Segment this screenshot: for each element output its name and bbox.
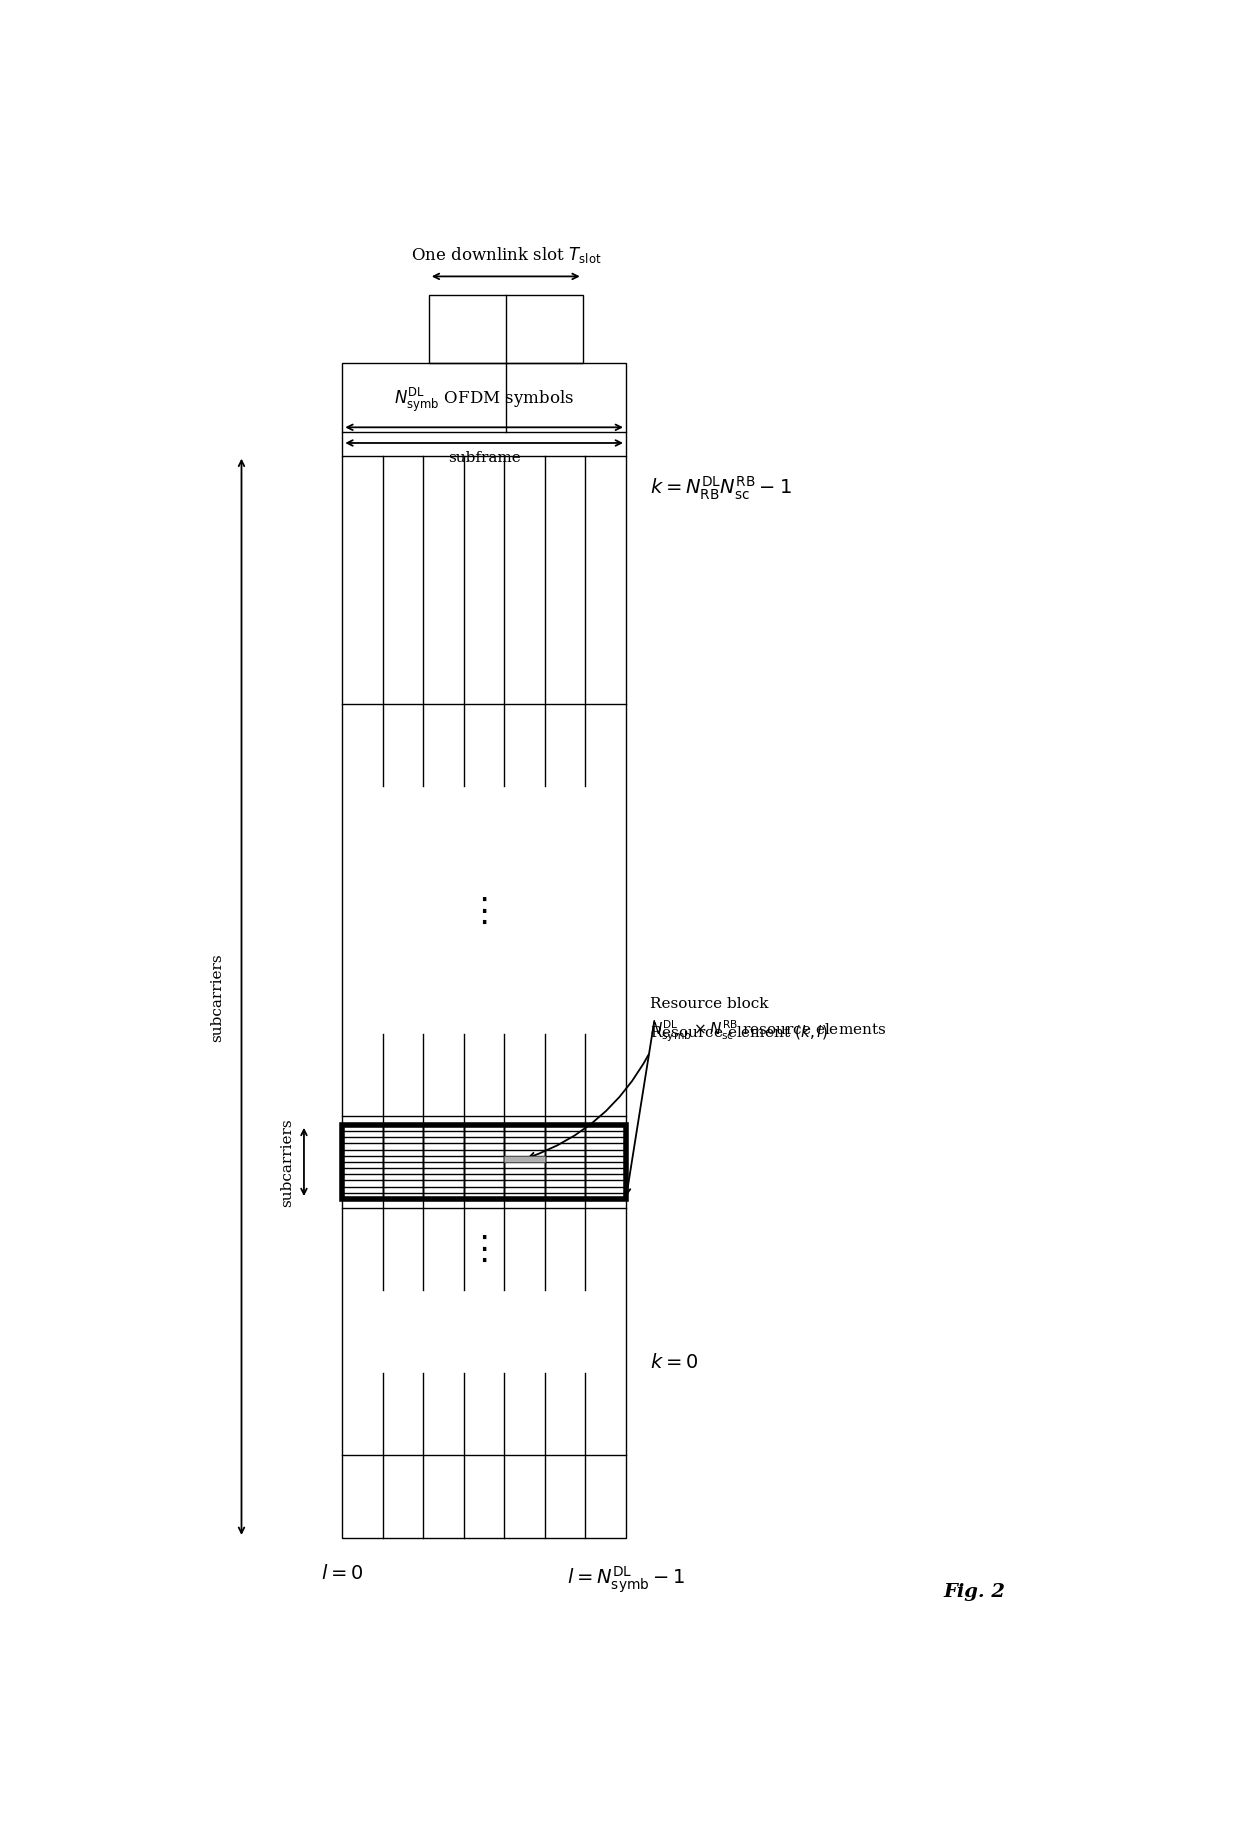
Text: One downlink slot $T_{\rm slot}$: One downlink slot $T_{\rm slot}$ xyxy=(410,244,601,264)
Bar xyxy=(505,1157,544,1162)
Text: $l = 0$: $l = 0$ xyxy=(321,1563,363,1582)
Text: Resource element $(k, l)$: Resource element $(k, l)$ xyxy=(650,1022,827,1040)
Text: $N_{\rm symb}^{\rm DL}$ OFDM symbols: $N_{\rm symb}^{\rm DL}$ OFDM symbols xyxy=(394,386,574,414)
Text: $k = N_{\rm RB}^{\rm DL} N_{\rm sc}^{\rm RB} - 1$: $k = N_{\rm RB}^{\rm DL} N_{\rm sc}^{\rm… xyxy=(650,475,791,501)
Text: Fig. 2: Fig. 2 xyxy=(942,1582,1004,1600)
Text: $k = 0$: $k = 0$ xyxy=(650,1353,698,1371)
Text: ⋮: ⋮ xyxy=(467,1233,501,1266)
Bar xyxy=(342,456,626,1538)
Text: subcarriers: subcarriers xyxy=(211,954,224,1042)
Text: ⋮: ⋮ xyxy=(467,894,501,928)
Text: subframe: subframe xyxy=(448,451,521,466)
Bar xyxy=(429,296,583,364)
Text: subcarriers: subcarriers xyxy=(280,1118,294,1207)
Text: $l = N_{\rm symb}^{\rm DL} - 1$: $l = N_{\rm symb}^{\rm DL} - 1$ xyxy=(567,1563,684,1595)
Bar xyxy=(342,1125,626,1199)
Text: $N_{\rm symb}^{\rm DL} \times N_{\rm sc}^{\rm RB}$ resource elements: $N_{\rm symb}^{\rm DL} \times N_{\rm sc}… xyxy=(650,1018,887,1044)
Bar xyxy=(342,364,626,432)
Text: Resource block: Resource block xyxy=(650,996,769,1011)
